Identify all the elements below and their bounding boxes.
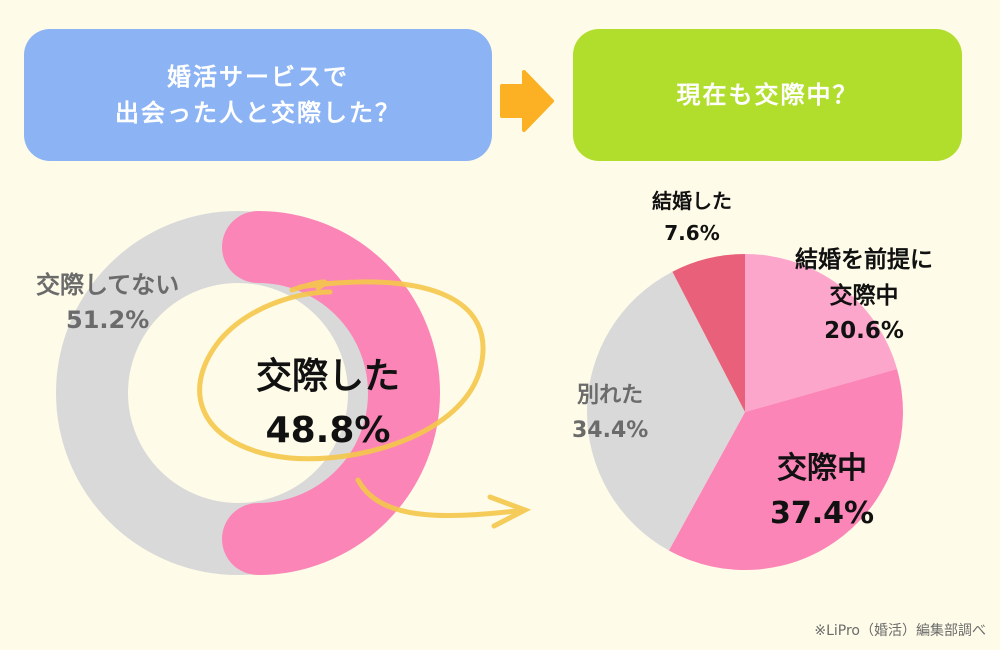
pie-chart xyxy=(586,254,903,571)
label-value: 20.6% xyxy=(824,318,904,345)
label-text: 結婚した xyxy=(652,189,732,213)
label-text-line1: 結婚を前提に xyxy=(795,247,933,273)
label-text: 交際してない xyxy=(36,271,180,299)
label-dating: 交際中 37.4% xyxy=(770,446,874,536)
label-text: 交際中 xyxy=(777,451,868,486)
pie-slice-marriage-track xyxy=(745,254,897,412)
pie-slice-married xyxy=(672,254,745,412)
right-arrow-icon xyxy=(500,70,554,132)
pie-slice-broke-up xyxy=(586,271,745,551)
label-broke-up: 別れた 34.4% xyxy=(572,378,648,448)
question-line-1: 婚活サービスで xyxy=(167,63,349,91)
question-box-still-dating: 現在も交際中？ xyxy=(573,29,962,161)
label-value: 34.4% xyxy=(572,418,649,444)
donut-chart xyxy=(56,211,440,575)
pie-slice-dating xyxy=(668,369,903,571)
swirl-arrow-icon xyxy=(197,279,532,529)
label-value: 48.8% xyxy=(265,410,391,451)
label-married: 結婚した 7.6% xyxy=(652,185,732,249)
label-text: 別れた xyxy=(577,383,644,408)
label-value: 37.4% xyxy=(770,496,875,531)
source-note: ※LiPro（婚活）編集部調べ xyxy=(814,623,986,639)
label-value: 7.6% xyxy=(664,221,720,245)
label-not-dating: 交際してない 51.2% xyxy=(36,268,179,338)
question-line-2: 出会った人と交際した？ xyxy=(115,99,401,127)
label-text-line2: 交際中 xyxy=(829,282,899,309)
label-dated: 交際した 48.8% xyxy=(256,350,400,458)
question-line-1: 現在も交際中？ xyxy=(676,81,859,109)
label-marriage-track: 結婚を前提に 交際中 20.6% xyxy=(795,243,933,350)
question-box-dated: 婚活サービスで 出会った人と交際した？ xyxy=(24,29,492,161)
donut-slice-dated xyxy=(222,211,440,575)
label-value: 51.2% xyxy=(66,305,150,334)
label-text: 交際した xyxy=(256,356,401,397)
